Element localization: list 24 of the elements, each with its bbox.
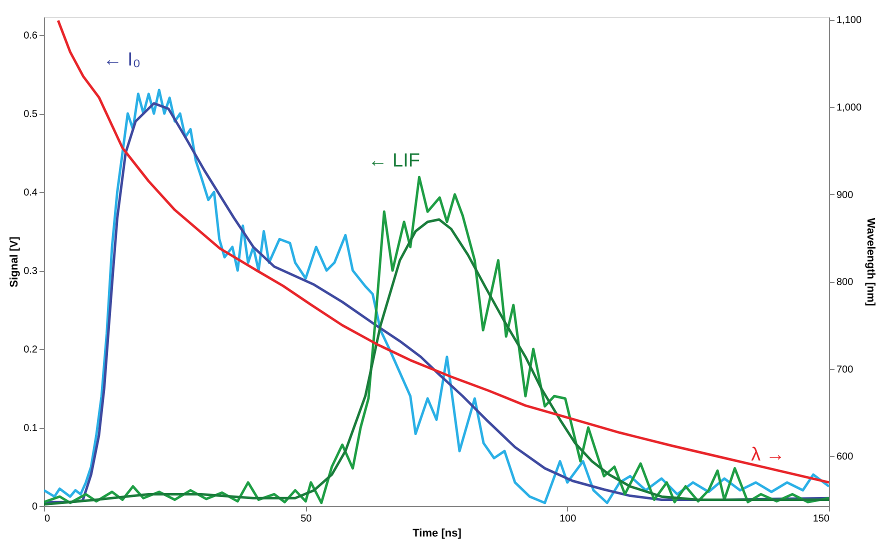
annotation: λ → <box>751 444 785 466</box>
y2-axis-title: Wavelength [nm] <box>864 218 877 306</box>
x-axis-title: Time [ns] <box>412 528 462 540</box>
annotation: ← LIF <box>368 150 420 172</box>
annotation: ← I₀ <box>103 49 141 70</box>
y-tick-label: 0.5 <box>24 109 38 120</box>
y2-tick-label: 700 <box>836 364 854 376</box>
y-tick-label: 0.6 <box>24 30 38 42</box>
x-tick-label: 150 <box>812 514 830 524</box>
x-tick-label: 100 <box>559 514 577 524</box>
y-tick-label: 0.4 <box>24 188 38 199</box>
y-tick-label: 0.1 <box>24 423 38 434</box>
x-tick-label: 50 <box>300 514 312 524</box>
x-tick-label: 0 <box>44 514 50 524</box>
line-series <box>56 19 829 484</box>
y2-tick-label: 600 <box>836 452 854 463</box>
y-tick-label: 0 <box>32 502 38 512</box>
y2-tick-label: 800 <box>836 277 854 288</box>
y-tick-label: 0.3 <box>24 266 38 278</box>
y2-tick-label: 1,100 <box>836 15 862 26</box>
y2-tick-label: 900 <box>836 190 854 201</box>
y-axis-title: Signal [V] <box>8 236 21 288</box>
y2-tick-label: 1,000 <box>836 102 862 114</box>
y-tick-label: 0.2 <box>24 344 38 356</box>
